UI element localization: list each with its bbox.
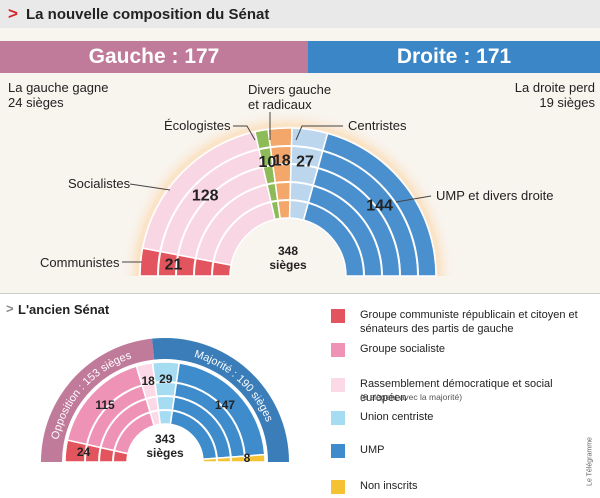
center-label: 348 sièges	[269, 244, 307, 272]
ring-line	[175, 163, 401, 277]
ring-line	[193, 181, 383, 277]
ring-line	[112, 409, 218, 463]
legend-note: (6 siègent avec la majorité)	[360, 392, 463, 402]
ring-line	[211, 199, 365, 277]
seat-segment	[202, 453, 266, 463]
value-label: 27	[296, 153, 314, 170]
value-label: 8	[244, 451, 251, 465]
ring-line	[84, 381, 246, 463]
separator	[0, 293, 600, 294]
legend-swatch	[331, 444, 345, 458]
center-label: 343 sièges	[146, 432, 184, 460]
leader-line	[233, 125, 256, 141]
legend-swatch	[331, 378, 345, 392]
callout-label: UMP et divers droite	[436, 188, 554, 203]
callout-label: Centristes	[348, 118, 407, 133]
ring-line	[98, 395, 232, 463]
legend-swatch	[331, 411, 345, 425]
seat-segment	[141, 130, 276, 266]
header-marker: >	[8, 4, 18, 23]
section-title: L'ancien Sénat	[18, 302, 110, 317]
legend-swatch	[331, 343, 345, 357]
value-label: 21	[165, 256, 183, 273]
callout-label: Écologistes	[164, 118, 231, 133]
value-label: 115	[95, 398, 115, 412]
leader-line	[129, 183, 171, 191]
bloc-arc	[152, 338, 289, 462]
value-label: 18	[141, 374, 155, 388]
ring-line	[157, 145, 419, 277]
value-label: 128	[192, 187, 219, 204]
leader-line	[395, 195, 432, 203]
value-label: 24	[77, 445, 91, 459]
value-label: 147	[215, 398, 235, 412]
value-label: 29	[159, 372, 173, 386]
legend-label: Rassemblement démocratique et social eur…	[360, 378, 553, 404]
legend-label: Groupe communiste républicain et citoyen…	[360, 309, 578, 335]
legend-label: Non inscrits	[360, 480, 418, 492]
callout-label: Socialistes	[68, 176, 131, 191]
callout-label: Communistes	[40, 255, 120, 270]
legend-label: UMP	[360, 444, 385, 456]
leader-line	[295, 125, 343, 141]
value-label: 18	[273, 152, 291, 169]
bloc-arc	[41, 338, 155, 462]
header-bar	[0, 0, 600, 28]
banner-left: Gauche : 177	[0, 41, 308, 73]
title: La nouvelle composition du Sénat	[26, 6, 270, 23]
banner-right: Droite : 171	[308, 41, 600, 73]
section-marker: >	[6, 301, 14, 316]
legend-label: Groupe socialiste	[360, 343, 445, 355]
legend-label: Union centriste	[360, 411, 434, 423]
callout-label: Divers gauche et radicaux	[248, 82, 332, 112]
legend-swatch	[331, 480, 345, 494]
annotation-right: La droite perd 19 sièges	[514, 80, 595, 110]
value-label: 144	[366, 198, 393, 215]
legend-swatch	[331, 309, 345, 323]
annotation-left: La gauche gagne 24 sièges	[8, 80, 109, 110]
seat-segment	[302, 132, 437, 277]
value-label: 10	[258, 154, 276, 171]
